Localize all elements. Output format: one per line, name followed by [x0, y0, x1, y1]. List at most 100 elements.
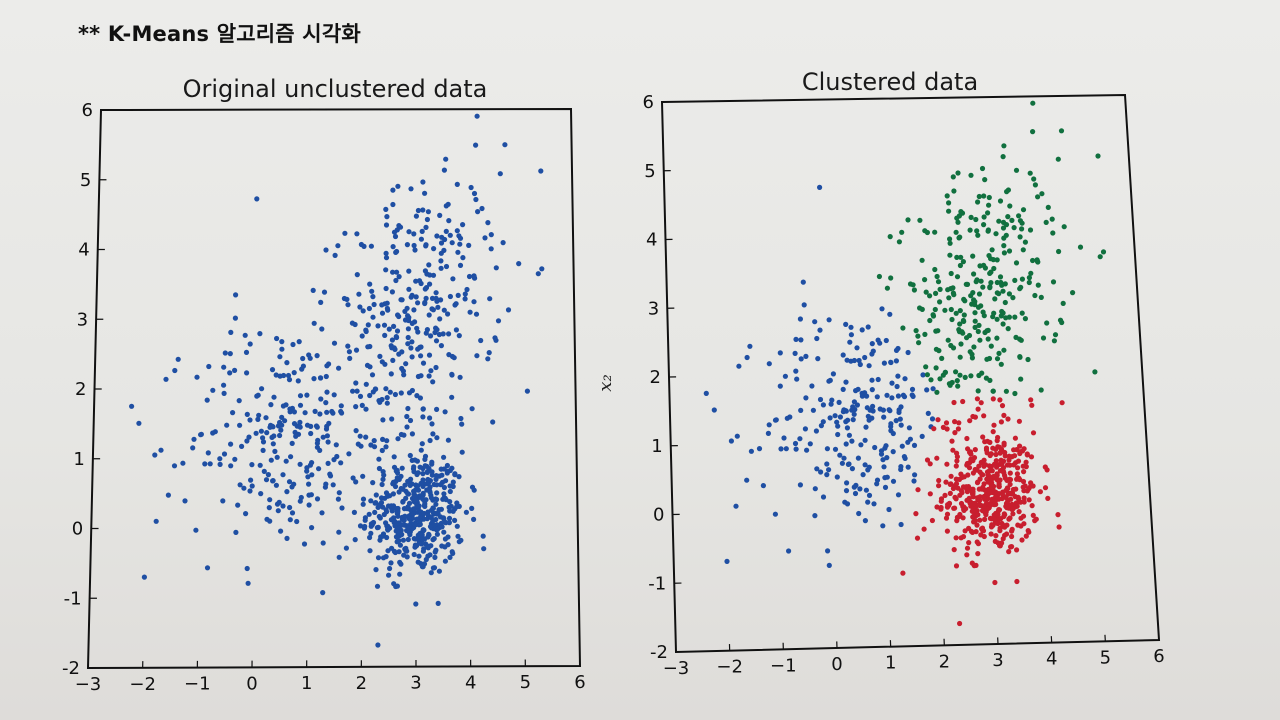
data-point	[163, 376, 169, 382]
data-point	[260, 447, 266, 453]
data-point	[840, 352, 846, 358]
data-point	[1035, 194, 1041, 200]
data-point	[1028, 397, 1034, 403]
data-point	[872, 444, 878, 451]
data-point	[927, 293, 933, 299]
data-point	[412, 247, 418, 253]
data-point	[974, 539, 980, 545]
data-point	[1014, 578, 1020, 585]
y-tick-label: -1	[648, 573, 666, 594]
data-point	[948, 342, 954, 349]
data-point	[957, 354, 963, 360]
data-point	[1019, 220, 1025, 226]
data-point	[734, 433, 740, 439]
data-point	[408, 345, 414, 351]
data-point	[306, 492, 312, 498]
plot-title: Original unclustered data	[183, 75, 488, 103]
data-point	[401, 517, 407, 523]
data-point	[961, 507, 967, 513]
data-point	[500, 240, 506, 246]
data-point	[180, 460, 186, 466]
data-point	[398, 390, 404, 396]
data-point	[279, 346, 285, 352]
data-point	[485, 220, 491, 226]
y-tick-label: -2	[650, 642, 668, 663]
data-point	[434, 482, 440, 488]
data-point	[1030, 257, 1036, 264]
data-point	[274, 501, 281, 507]
data-point	[418, 236, 424, 242]
data-point	[859, 327, 865, 333]
data-point	[996, 350, 1002, 356]
data-point	[834, 419, 840, 425]
data-point	[379, 447, 385, 454]
data-point	[165, 492, 171, 498]
data-point	[384, 400, 390, 406]
data-point	[283, 458, 289, 464]
data-point	[390, 479, 397, 485]
data-point	[446, 352, 452, 358]
data-point	[834, 474, 840, 480]
data-point	[441, 454, 447, 460]
data-point	[953, 369, 959, 375]
data-point	[403, 548, 409, 554]
data-point	[1009, 544, 1015, 550]
data-point	[444, 462, 450, 469]
data-point	[384, 214, 390, 220]
data-point	[1040, 335, 1047, 341]
data-point	[976, 193, 982, 200]
data-point	[422, 300, 428, 307]
data-point	[248, 477, 254, 483]
data-point	[910, 282, 916, 288]
data-point	[420, 414, 426, 420]
data-point	[913, 510, 919, 517]
data-point	[1038, 294, 1044, 300]
data-point	[440, 331, 446, 337]
data-point	[949, 316, 955, 323]
data-point	[502, 142, 508, 148]
data-point	[786, 548, 792, 554]
data-point	[371, 301, 377, 308]
data-point	[393, 277, 399, 284]
data-point	[857, 361, 863, 368]
data-point	[367, 548, 373, 554]
data-point	[270, 478, 276, 484]
data-point	[255, 416, 261, 422]
data-point	[314, 440, 320, 446]
data-point	[467, 309, 473, 315]
data-point	[403, 361, 409, 367]
data-point	[400, 537, 406, 543]
data-point	[794, 376, 800, 382]
data-point	[1022, 316, 1028, 322]
data-point	[228, 441, 234, 447]
data-point	[915, 333, 921, 339]
data-point	[279, 414, 285, 420]
data-point	[807, 441, 813, 447]
data-point	[972, 299, 978, 305]
data-point	[291, 409, 297, 415]
data-point	[1049, 216, 1055, 222]
data-point	[923, 364, 929, 370]
data-point	[964, 552, 970, 558]
data-point	[392, 523, 398, 529]
data-point	[862, 518, 869, 524]
data-point	[978, 400, 984, 406]
data-point	[747, 343, 753, 349]
data-point	[339, 505, 345, 511]
data-point	[449, 394, 455, 400]
data-point	[997, 450, 1003, 456]
data-point	[826, 562, 832, 569]
y-tick-label: 5	[80, 170, 91, 191]
data-point	[471, 275, 477, 281]
data-point	[851, 484, 857, 490]
data-point	[812, 319, 818, 325]
data-point	[379, 310, 386, 316]
data-point	[957, 321, 963, 327]
data-point	[408, 186, 414, 192]
data-point	[1007, 481, 1013, 487]
y-tick-label: 5	[644, 161, 655, 182]
data-point	[273, 482, 279, 488]
data-point	[814, 335, 820, 342]
data-point	[982, 462, 989, 468]
data-point	[893, 358, 900, 364]
